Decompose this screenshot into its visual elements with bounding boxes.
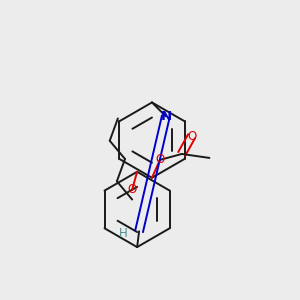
Text: N: N — [160, 110, 171, 123]
Text: H: H — [119, 227, 128, 240]
Text: O: O — [155, 153, 164, 167]
Text: O: O — [128, 183, 137, 196]
Text: O: O — [187, 130, 196, 142]
